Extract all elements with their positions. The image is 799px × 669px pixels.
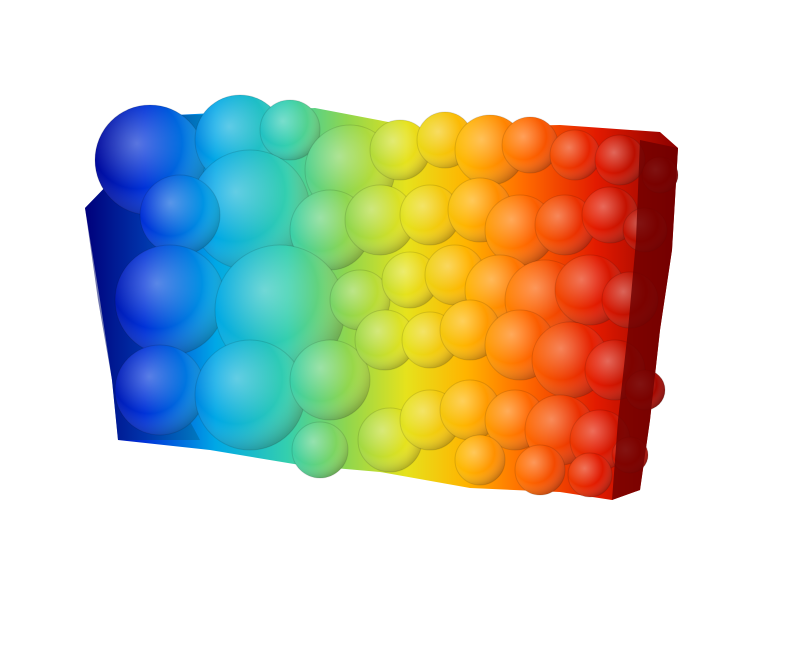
sphere-shading	[568, 453, 612, 497]
sphere-shading	[292, 422, 348, 478]
sphere-shading	[400, 185, 460, 245]
sphere-shading	[355, 310, 415, 370]
sphere-shading	[382, 252, 438, 308]
sphere-shading	[440, 380, 500, 440]
sphere-shading	[260, 100, 320, 160]
sphere-shading	[190, 150, 310, 270]
sphere-shading	[455, 435, 505, 485]
sphere-shading	[195, 340, 305, 450]
sphere-shading	[595, 135, 645, 185]
sphere-shading	[345, 185, 415, 255]
sphere-shading	[115, 345, 205, 435]
sphere-shading	[502, 117, 558, 173]
sphere-shading	[550, 130, 600, 180]
sphere-shading	[370, 120, 430, 180]
right-face	[612, 140, 678, 500]
sphere-shading	[515, 445, 565, 495]
sphere-shading	[485, 195, 555, 265]
sphere-shading	[115, 245, 225, 355]
sphere-shading	[290, 340, 370, 420]
sphere-particles	[94, 94, 679, 498]
sphere-shading	[140, 175, 220, 255]
sphere-shading	[535, 195, 595, 255]
